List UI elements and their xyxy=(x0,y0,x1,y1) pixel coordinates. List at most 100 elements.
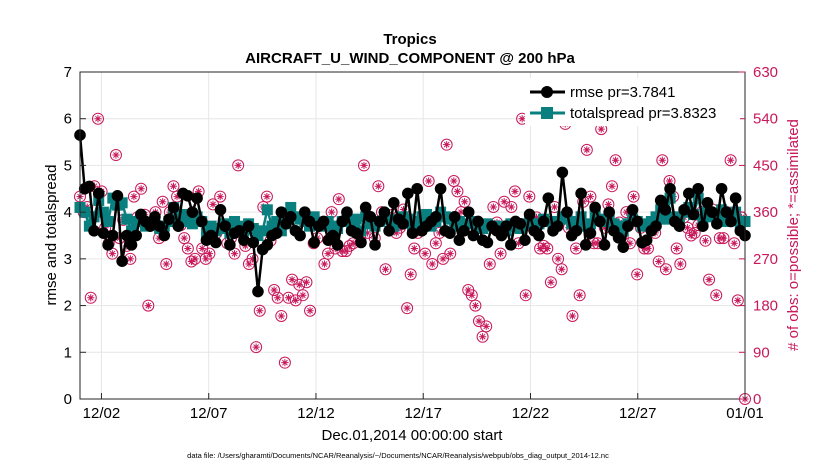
obs-possible-circle xyxy=(429,237,442,250)
obs-possible-circle xyxy=(699,234,712,247)
rmse-point xyxy=(519,234,531,246)
obs-assimilated-star xyxy=(701,237,710,245)
rmse-point xyxy=(617,241,630,253)
obs-possible-circle xyxy=(408,242,421,255)
obs-marker xyxy=(670,242,683,255)
obs-possible-circle xyxy=(465,289,478,302)
obs-marker xyxy=(573,289,586,302)
obs-assimilated-star xyxy=(457,208,465,216)
obs-possible-circle xyxy=(688,226,701,239)
y-right-tick-label: 450 xyxy=(753,157,778,174)
rmse-point xyxy=(111,189,124,202)
rmse-point xyxy=(678,204,690,216)
rmse-point xyxy=(537,215,550,228)
obs-assimilated-star xyxy=(464,286,472,294)
totalspread-point xyxy=(285,201,297,213)
obs-possible-circle xyxy=(483,258,496,271)
obs-assimilated-star xyxy=(324,250,332,258)
rmse-point xyxy=(720,206,733,218)
obs-marker xyxy=(372,180,385,193)
obs-assimilated-star xyxy=(410,244,418,253)
obs-assimilated-star xyxy=(558,265,566,273)
obs-possible-circle xyxy=(469,299,482,312)
obs-assimilated-star xyxy=(256,307,264,315)
obs-marker xyxy=(728,237,741,250)
obs-assimilated-star xyxy=(137,185,145,193)
obs-marker xyxy=(674,258,687,271)
rmse-point xyxy=(378,206,391,218)
x-axis-ticks: 12/02 12/07 12/12 12/17 12/22 12/27 01/01 xyxy=(83,393,764,422)
obs-assimilated-star xyxy=(284,294,293,302)
x-tick-label: 01/01 xyxy=(726,405,764,422)
obs-assimilated-star xyxy=(727,156,735,164)
obs-assimilated-star xyxy=(94,115,102,123)
obs-possible-circle xyxy=(167,180,180,193)
legend-box xyxy=(525,78,740,126)
obs-assimilated-star xyxy=(547,278,555,286)
obs-marker xyxy=(465,289,478,302)
obs-assimilated-star xyxy=(360,161,368,170)
obs-assimilated-star xyxy=(306,307,314,315)
totalspread-point xyxy=(88,211,100,223)
obs-possible-circle xyxy=(519,289,532,302)
obs-assimilated-star xyxy=(335,195,343,203)
obs-assimilated-star xyxy=(683,224,692,232)
rmse-point xyxy=(725,215,737,228)
obs-assimilated-star xyxy=(209,200,217,208)
rmse-point xyxy=(331,239,344,251)
obs-assimilated-star xyxy=(658,156,666,164)
rmse-point xyxy=(500,220,512,232)
rmse-point xyxy=(697,220,709,232)
obs-marker xyxy=(440,138,453,151)
rmse-point xyxy=(261,239,274,251)
obs-marker xyxy=(401,302,414,315)
obs-possible-circle xyxy=(447,175,460,187)
obs-assimilated-star xyxy=(514,239,523,247)
rmse-point xyxy=(542,192,555,204)
obs-possible-circle xyxy=(379,263,392,276)
obs-assimilated-star xyxy=(586,192,595,201)
rmse-point xyxy=(308,236,320,249)
obs-possible-circle xyxy=(357,159,370,172)
rmse-point xyxy=(589,201,601,214)
obs-possible-circle xyxy=(717,232,730,245)
obs-marker xyxy=(555,263,568,276)
obs-assimilated-star xyxy=(392,229,400,237)
obs-marker xyxy=(156,195,169,208)
rmse-point xyxy=(683,187,695,200)
rmse-point xyxy=(387,197,400,209)
obs-marker xyxy=(469,299,482,312)
obs-marker xyxy=(404,268,417,281)
obs-assimilated-star xyxy=(475,317,483,325)
y-right-tick-label: 540 xyxy=(753,111,778,128)
rmse-point xyxy=(631,215,644,228)
rmse-point xyxy=(514,218,527,230)
obs-possible-circle xyxy=(631,268,644,281)
totalspread-point xyxy=(332,222,344,234)
obs-assimilated-star xyxy=(198,244,206,253)
totalspread-point xyxy=(116,197,128,209)
y-right-tick-label: 180 xyxy=(753,298,778,315)
obs-possible-circle xyxy=(656,154,669,167)
obs-possible-circle xyxy=(444,247,457,260)
obs-possible-circle xyxy=(724,154,737,167)
obs-marker xyxy=(357,159,370,172)
y-axis-right-label: # of obs: o=possible; *=assimilated xyxy=(785,119,802,351)
totalspread-point xyxy=(730,206,742,218)
obs-assimilated-star xyxy=(345,242,354,250)
obs-assimilated-star xyxy=(511,187,519,195)
obs-assimilated-star xyxy=(349,239,357,247)
obs-assimilated-star xyxy=(486,260,494,268)
obs-possible-circle xyxy=(253,304,266,317)
obs-possible-circle xyxy=(573,289,586,302)
rmse-point xyxy=(130,229,142,242)
obs-assimilated-star xyxy=(428,260,436,268)
rmse-point xyxy=(603,206,615,218)
obs-assimilated-star xyxy=(496,250,505,258)
obs-marker xyxy=(494,247,507,260)
obs-marker xyxy=(699,234,712,247)
obs-assimilated-star xyxy=(579,198,587,206)
totalspread-point xyxy=(584,218,596,230)
rmse-point xyxy=(659,204,672,216)
obs-assimilated-star xyxy=(572,244,580,253)
